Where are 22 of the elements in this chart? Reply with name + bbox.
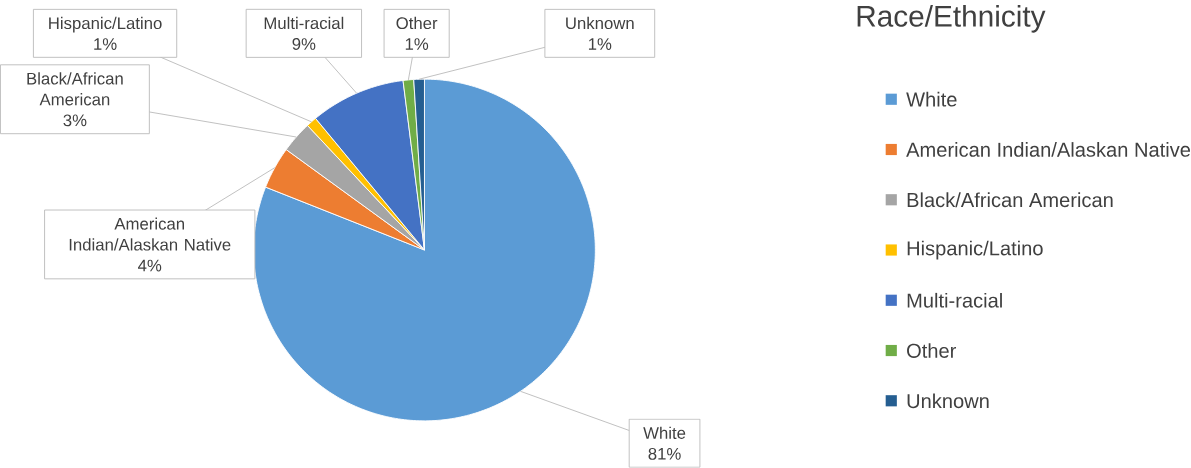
data-label: 1% <box>94 38 117 51</box>
data-label: 1% <box>405 38 429 51</box>
legend-label: White <box>906 92 957 107</box>
slice-label: Other <box>396 16 438 30</box>
slice-label: American Indian/Alaskan Native <box>69 217 231 251</box>
slice-label: Unknown <box>566 16 634 30</box>
legend-label: Multi-racial <box>907 293 1002 308</box>
slice-label: Hispanic/Latino <box>49 16 162 33</box>
legend-label: Other <box>907 343 957 359</box>
legend-label: Unknown <box>907 393 989 409</box>
data-label: 4% <box>138 259 162 272</box>
slice-label: Black/African American <box>27 72 123 106</box>
data-label: 3% <box>63 114 87 127</box>
data-label: 1% <box>588 38 612 51</box>
legend-label: American Indian/Alaskan Native <box>906 142 1191 158</box>
legend-title: Race/Ethnicity <box>857 5 1046 33</box>
data-label: 81% <box>648 448 681 460</box>
legend-label: Black/African American <box>907 192 1113 208</box>
slice-label: Multi-racial <box>264 16 344 30</box>
data-label: 9% <box>292 38 316 51</box>
slice-label: White <box>643 426 686 440</box>
legend-label: Hispanic/Latino <box>907 240 1043 260</box>
